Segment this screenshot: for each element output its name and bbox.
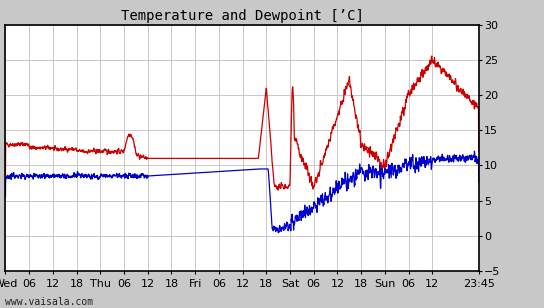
- Title: Temperature and Dewpoint [’C]: Temperature and Dewpoint [’C]: [121, 10, 363, 23]
- Text: www.vaisala.com: www.vaisala.com: [5, 297, 94, 307]
